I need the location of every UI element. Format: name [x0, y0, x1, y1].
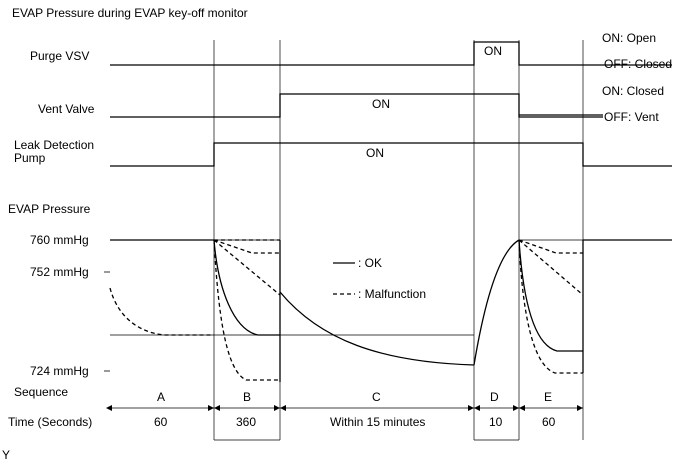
vent-valve-trace — [110, 93, 603, 118]
vent-valve-state-low: OFF: Vent — [604, 110, 659, 124]
vent-valve-label: Vent Valve — [38, 102, 95, 116]
evap-pressure-label: EVAP Pressure — [8, 202, 91, 216]
vent-valve-state-high: ON: Closed — [602, 84, 664, 98]
diagram-title: EVAP Pressure during EVAP key-off monito… — [12, 6, 248, 20]
pressure-level-752: 752 mmHg — [30, 265, 89, 279]
phase-d-ok-curve — [473, 239, 520, 366]
phase-c-name: C — [372, 390, 381, 404]
arrow-d-left — [474, 405, 480, 411]
vent-valve-signal: Vent Valve ON ON: Closed OFF: Vent — [38, 84, 664, 124]
arrow-b-left — [214, 405, 220, 411]
arrow-c-left — [280, 405, 286, 411]
legend-malfunction-label: : Malfunction — [358, 287, 426, 301]
phase-b-name: B — [243, 390, 251, 404]
phase-c-ok-curve — [279, 291, 475, 366]
legend-ok-label: : OK — [358, 256, 382, 270]
leak-pump-label-line1: Leak Detection — [14, 138, 94, 152]
purge-vsv-signal: Purge VSV ON ON: Open OFF: Closed — [30, 31, 672, 71]
phase-b-ok-curve — [213, 239, 280, 336]
phase-b-malfunction-mid — [213, 239, 281, 296]
purge-vsv-on-label: ON — [484, 44, 502, 58]
phase-a-name: A — [157, 390, 165, 404]
leak-pump-label-line2: Pump — [14, 151, 46, 165]
time-row: Time (Seconds) 60 360 Within 15 minutes … — [8, 415, 556, 441]
purge-vsv-trace — [110, 41, 672, 66]
phase-e-malfunction-upper — [518, 239, 583, 254]
pressure-level-760: 760 mmHg — [30, 233, 89, 247]
arrow-a-left — [106, 405, 112, 411]
arrow-b-right — [274, 405, 280, 411]
arrow-e-right — [577, 405, 583, 411]
purge-vsv-state-low: OFF: Closed — [604, 57, 672, 71]
arrow-a-right — [208, 405, 214, 411]
sequence-label: Sequence — [14, 385, 68, 399]
evap-pressure-chart: EVAP Pressure 760 mmHg 752 mmHg 724 mmHg — [8, 202, 672, 382]
footer-mark: Y — [2, 448, 10, 462]
vent-valve-on-label: ON — [372, 97, 390, 111]
phase-a-time: 60 — [154, 415, 168, 429]
phase-a-malfunction-curve — [109, 287, 214, 336]
phase-b-malfunction-deep — [213, 239, 280, 381]
pressure-level-724: 724 mmHg — [30, 364, 89, 378]
arrow-d-right — [513, 405, 519, 411]
arrow-c-right — [468, 405, 474, 411]
leak-pump-signal: Leak Detection Pump ON — [14, 138, 672, 167]
phase-b-malfunction-upper — [213, 239, 280, 254]
phase-d-name: D — [490, 390, 499, 404]
phase-e-time: 60 — [542, 415, 556, 429]
time-label: Time (Seconds) — [8, 415, 92, 429]
phase-e-name: E — [544, 390, 552, 404]
purge-vsv-state-high: ON: Open — [602, 31, 656, 45]
phase-e-malfunction-mid — [518, 239, 584, 296]
sequence-row: Sequence A B C D E — [14, 385, 583, 411]
phase-e-ok-curve — [518, 239, 583, 352]
arrow-e-left — [519, 405, 525, 411]
leak-pump-trace — [110, 142, 672, 167]
phase-c-time: Within 15 minutes — [330, 415, 425, 429]
leak-pump-on-label: ON — [366, 146, 384, 160]
purge-vsv-label: Purge VSV — [30, 49, 89, 63]
phase-b-time: 360 — [236, 415, 256, 429]
phase-d-time: 10 — [489, 415, 503, 429]
